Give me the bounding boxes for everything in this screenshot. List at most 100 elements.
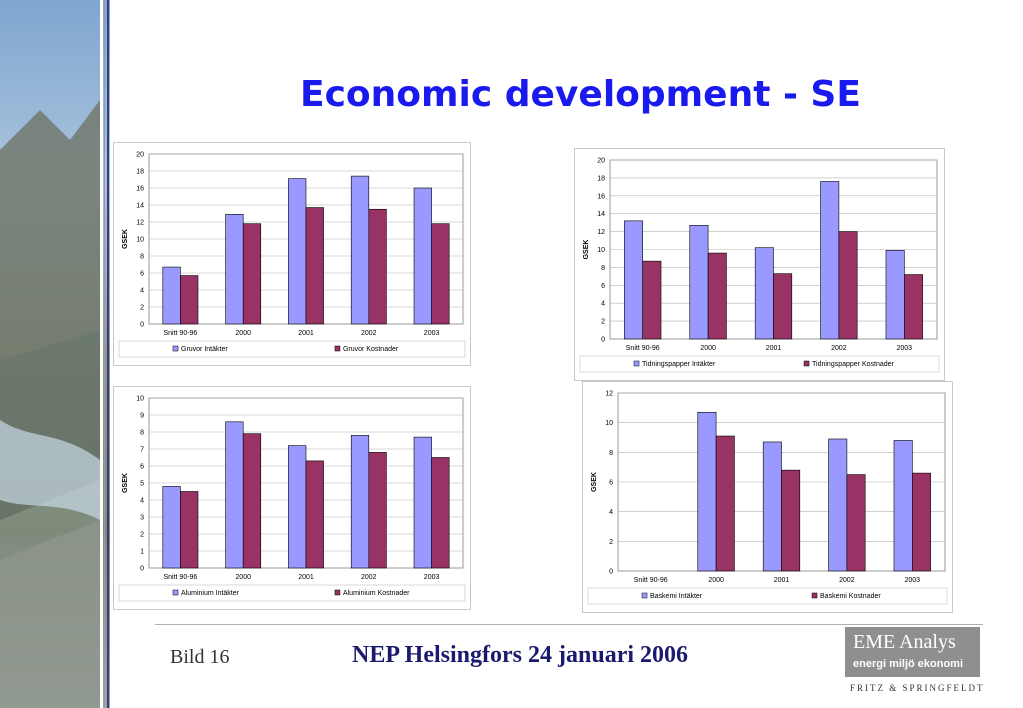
y-tick-label: 20 — [597, 158, 605, 165]
chart-baskemi: 0 2 4 6 8 10 12 GSEK Snitt 90-96 2000 2001 2002 2003… — [582, 381, 953, 613]
bar-intakter — [689, 225, 709, 340]
y-tick-label: 10 — [136, 396, 144, 403]
bar-intakter — [350, 435, 370, 569]
legend-box — [118, 340, 466, 358]
y-tick-label: 5 — [140, 481, 144, 488]
legend-swatch — [811, 592, 818, 599]
y-tick-label: 14 — [136, 203, 144, 210]
x-tick-label: Snitt 90-96 — [634, 577, 668, 584]
legend-label: Aluminium Intäkter — [181, 590, 240, 597]
bar-kostnader — [368, 452, 387, 569]
chart-svg: 0 2 4 6 8 10 12 14 16 18 20 GSEK Snitt 90-96 2000 2001… — [574, 148, 945, 381]
y-tick-label: 0 — [601, 337, 605, 344]
chart-aluminium: 0 1 2 3 4 5 6 7 8 9 10 GSEK Snitt 90-96 2000 2001 2002 2… — [113, 386, 471, 610]
y-tick-label: 18 — [597, 175, 605, 182]
legend-label: Tidningspapper Kostnader — [812, 361, 895, 368]
x-tick-label: 2003 — [897, 345, 913, 352]
legend-label: Baskemi Kostnader — [820, 593, 881, 600]
legend-swatch — [803, 360, 810, 367]
bar-kostnader — [180, 275, 199, 325]
bar-kostnader — [846, 474, 866, 572]
bar-intakter — [624, 220, 644, 340]
legend-swatch — [633, 360, 640, 367]
x-tick-label: 2002 — [839, 577, 855, 584]
bar-intakter — [288, 445, 307, 569]
bar-kostnader — [773, 273, 793, 340]
bar-intakter — [754, 247, 774, 340]
y-tick-label: 12 — [136, 220, 144, 227]
x-tick-label: 2002 — [361, 330, 377, 337]
bar-kostnader — [903, 274, 923, 340]
bar-kostnader — [707, 252, 727, 340]
x-tick-label: 2003 — [424, 574, 440, 581]
legend-swatch — [172, 345, 179, 352]
x-tick-label: 2000 — [708, 577, 724, 584]
bar-intakter — [288, 178, 307, 325]
y-axis-label: GSEK — [122, 229, 129, 249]
x-tick-label: 2001 — [774, 577, 790, 584]
y-tick-label: 2 — [609, 539, 613, 546]
chart-gruvor: 0 2 4 6 8 10 12 14 16 18 20 GSEK Snitt 90-96 2000 2001… — [113, 142, 471, 366]
legend-swatch — [334, 589, 341, 596]
y-axis-label: GSEK — [583, 240, 590, 260]
bar-kostnader — [305, 207, 324, 325]
bar-intakter — [893, 440, 913, 572]
bar-kostnader — [368, 208, 387, 325]
y-tick-label: 2 — [140, 532, 144, 539]
y-tick-label: 10 — [605, 420, 613, 427]
y-tick-label: 0 — [140, 566, 144, 573]
eme-analys-logo: EME Analys energi miljö ekonomi — [845, 627, 980, 677]
bar-intakter — [350, 175, 370, 325]
y-tick-label: 3 — [140, 515, 144, 522]
x-tick-label: 2003 — [424, 330, 440, 337]
x-tick-label: 2001 — [298, 330, 314, 337]
y-tick-label: 16 — [597, 193, 605, 200]
bar-intakter — [762, 441, 782, 572]
bar-kostnader — [242, 223, 262, 325]
x-tick-label: 2000 — [235, 330, 251, 337]
y-tick-label: 0 — [609, 569, 613, 576]
y-tick-label: 20 — [136, 152, 144, 159]
footer-divider — [155, 624, 983, 625]
y-tick-label: 6 — [140, 464, 144, 471]
bar-kostnader — [242, 433, 262, 569]
legend-box — [118, 584, 466, 602]
y-tick-label: 4 — [140, 498, 144, 505]
legend-label: Gruvor Kostnader — [343, 346, 399, 353]
y-tick-label: 2 — [140, 305, 144, 312]
y-axis-label: GSEK — [591, 472, 598, 492]
x-tick-label: 2003 — [905, 577, 921, 584]
bar-intakter — [828, 438, 848, 572]
legend-label: Aluminium Kostnader — [343, 590, 410, 597]
sidebar-landscape-image — [0, 0, 110, 708]
slide-title: Economic development - SE — [300, 74, 861, 115]
x-tick-label: 2001 — [766, 345, 782, 352]
y-tick-label: 1 — [140, 549, 144, 556]
y-tick-label: 12 — [597, 229, 605, 236]
x-tick-label: 2000 — [235, 574, 251, 581]
chart-svg: 0 2 4 6 8 10 12 GSEK Snitt 90-96 2000 2001 2002 2003… — [582, 381, 953, 613]
bar-intakter — [413, 187, 432, 325]
event-title: NEP Helsingfors 24 januari 2006 — [352, 642, 689, 668]
slide-number: Bild 16 — [170, 646, 230, 668]
legend-label: Gruvor Intäkter — [181, 346, 228, 353]
y-tick-label: 6 — [140, 271, 144, 278]
y-tick-label: 6 — [601, 283, 605, 290]
x-tick-label: Snitt 90-96 — [163, 330, 197, 337]
y-tick-label: 10 — [597, 247, 605, 254]
logo-name: EME Analys — [853, 631, 956, 653]
y-tick-label: 9 — [140, 413, 144, 420]
y-tick-label: 0 — [140, 322, 144, 329]
bar-intakter — [885, 250, 905, 340]
bar-kostnader — [715, 435, 735, 572]
bar-kostnader — [642, 260, 662, 340]
bar-intakter — [820, 181, 840, 340]
chart-svg: 0 1 2 3 4 5 6 7 8 9 10 GSEK Snitt 90-96 2000 2001 2002 2… — [113, 386, 471, 610]
x-tick-label: 2001 — [298, 574, 314, 581]
legend-label: Baskemi Intäkter — [650, 593, 703, 600]
x-tick-label: Snitt 90-96 — [626, 345, 660, 352]
y-tick-label: 4 — [140, 288, 144, 295]
bar-kostnader — [838, 231, 858, 340]
bar-intakter — [162, 266, 181, 325]
y-tick-label: 6 — [609, 480, 613, 487]
